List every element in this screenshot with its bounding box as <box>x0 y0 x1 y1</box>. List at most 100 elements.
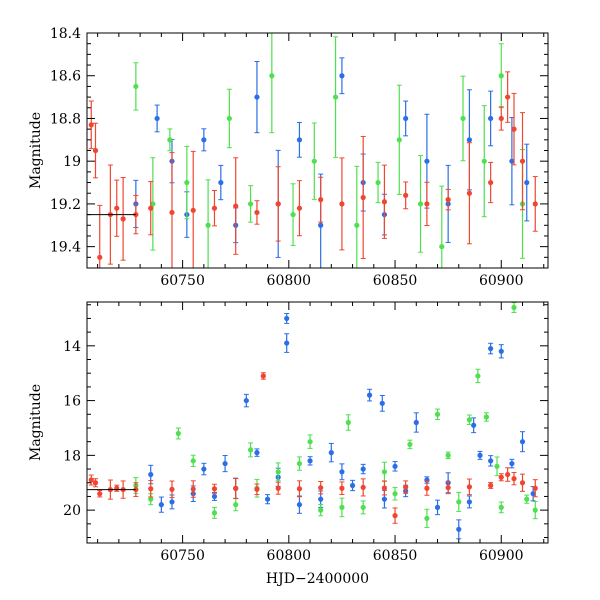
data-point <box>354 222 360 228</box>
data-point <box>339 201 345 207</box>
y-tick-label: 18.8 <box>50 111 81 127</box>
data-point <box>311 158 317 164</box>
data-point <box>269 73 275 79</box>
data-point <box>218 179 224 186</box>
data-point <box>498 73 504 79</box>
data-point <box>148 205 154 211</box>
top-panel: 60750 60800 60850 60900 18.4 18.6 18.8 19 19.2 19… <box>28 26 549 289</box>
data-point <box>284 315 290 322</box>
data-point <box>296 137 303 143</box>
data-point <box>201 137 207 143</box>
data-point <box>466 137 472 143</box>
data-point <box>254 94 260 100</box>
plot-frame <box>86 32 549 269</box>
x-axis-title: HJD−2400000 <box>266 571 369 587</box>
data-point <box>154 115 160 122</box>
data-point <box>488 458 494 464</box>
data-point <box>445 452 451 458</box>
data-point <box>381 199 388 205</box>
data-point <box>511 126 517 132</box>
data-point <box>424 201 430 207</box>
data-point <box>417 201 424 207</box>
data-point <box>148 486 154 492</box>
data-point <box>190 207 196 213</box>
data-point <box>392 491 398 497</box>
data-point <box>201 466 207 472</box>
data-point <box>483 414 489 420</box>
data-point <box>233 203 239 209</box>
data-point <box>318 496 324 502</box>
data-point <box>360 194 366 201</box>
data-point <box>148 471 154 478</box>
data-point <box>222 460 228 467</box>
series-1 <box>133 33 526 268</box>
y-tick-label: 20 <box>63 503 81 519</box>
data-point <box>307 439 313 445</box>
data-point <box>211 510 218 516</box>
data-point <box>167 137 173 143</box>
y-tick-label: 16 <box>63 394 81 410</box>
data-point <box>260 373 266 379</box>
data-point <box>481 158 487 164</box>
plot-area <box>88 33 538 268</box>
data-point <box>445 197 451 203</box>
data-point <box>184 179 190 186</box>
data-point <box>505 94 511 100</box>
data-point <box>381 469 388 475</box>
y-tick-label: 19.2 <box>50 197 81 213</box>
data-point <box>519 439 526 445</box>
data-point <box>254 209 260 216</box>
data-point <box>254 486 260 492</box>
data-point <box>456 526 462 532</box>
data-point <box>247 201 254 207</box>
data-point <box>211 486 218 492</box>
x-tick-label: 60850 <box>373 273 418 289</box>
data-point <box>233 502 239 508</box>
y-axis-title: Magnitude <box>28 112 44 189</box>
data-point <box>509 460 515 467</box>
data-point <box>466 417 472 423</box>
data-point <box>307 458 313 464</box>
data-point <box>339 469 345 475</box>
data-point <box>381 485 388 491</box>
data-point <box>530 491 536 497</box>
data-point <box>349 482 356 489</box>
data-point <box>339 73 345 79</box>
data-point <box>532 507 538 513</box>
x-tick-label: 60900 <box>479 548 524 564</box>
data-point <box>360 466 366 472</box>
y-tick-label: 19.4 <box>50 240 81 256</box>
y-tick-label: 14 <box>63 339 81 355</box>
data-point <box>396 137 402 143</box>
data-point <box>360 484 366 491</box>
data-point <box>532 201 538 207</box>
data-point <box>434 411 441 417</box>
y-axis-title: Magnitude <box>28 384 44 461</box>
data-point <box>150 201 156 207</box>
data-point <box>498 115 504 122</box>
y-tick-label: 18.4 <box>50 26 81 42</box>
data-point <box>424 515 430 521</box>
data-point <box>88 122 94 128</box>
data-point <box>133 83 139 90</box>
data-point <box>318 197 324 203</box>
data-point <box>148 496 154 502</box>
data-point <box>466 190 472 196</box>
x-tick-label: 60900 <box>479 273 524 289</box>
data-point <box>424 158 430 164</box>
data-point <box>296 460 303 467</box>
data-point <box>332 94 339 100</box>
data-point <box>97 491 103 497</box>
data-point <box>92 147 99 154</box>
bottom-panel: 60750 60800 60850 60900 14 16 18 20 Magnitude HJD… <box>28 301 549 587</box>
data-point <box>494 463 500 469</box>
data-point <box>403 192 409 198</box>
data-point <box>339 485 345 491</box>
series-2 <box>88 372 538 524</box>
data-point <box>471 422 477 428</box>
data-point <box>403 484 409 490</box>
y-tick-label: 19 <box>63 154 81 170</box>
data-point <box>175 430 181 437</box>
data-point <box>318 507 324 513</box>
x-tick-label: 60750 <box>160 548 205 564</box>
